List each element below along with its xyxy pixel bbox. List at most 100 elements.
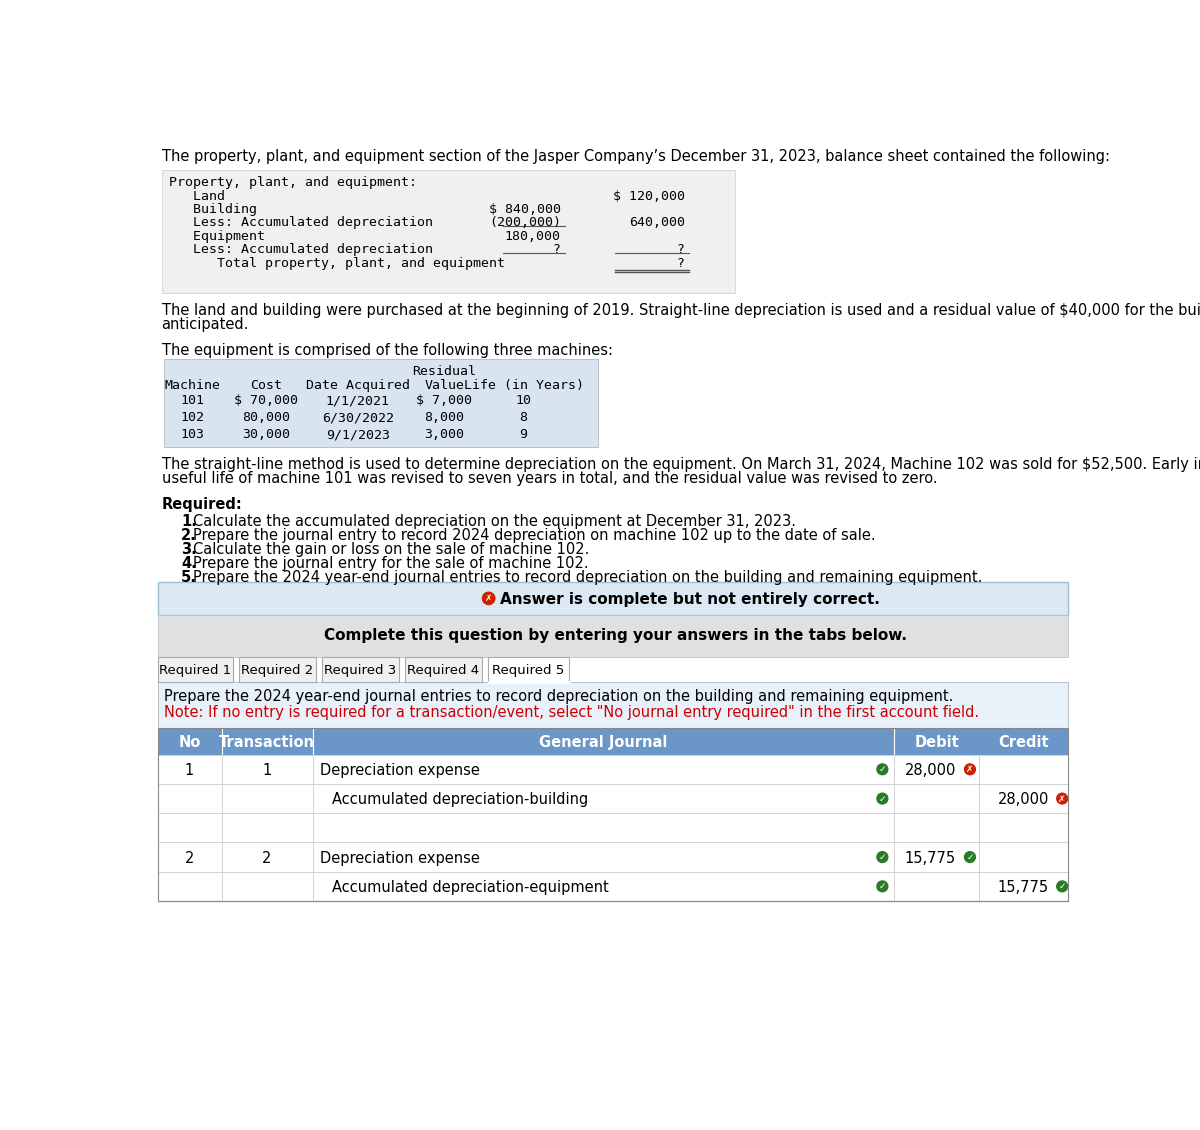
Circle shape <box>1057 793 1068 803</box>
Text: Depreciation expense: Depreciation expense <box>320 851 480 866</box>
Text: Property, plant, and equipment:: Property, plant, and equipment: <box>169 175 418 189</box>
Text: Required 4: Required 4 <box>407 663 479 677</box>
Text: ✗: ✗ <box>485 594 492 603</box>
Text: Accumulated depreciation-building: Accumulated depreciation-building <box>332 792 588 808</box>
Text: ✓: ✓ <box>878 765 886 774</box>
Text: 9: 9 <box>520 428 528 441</box>
Text: Required:: Required: <box>162 497 242 513</box>
Text: 101: 101 <box>181 394 205 407</box>
Text: ✗: ✗ <box>1058 794 1066 803</box>
Circle shape <box>482 592 494 605</box>
Circle shape <box>1057 881 1068 892</box>
Text: Date Acquired: Date Acquired <box>306 379 409 392</box>
FancyBboxPatch shape <box>157 814 1068 843</box>
Text: 5.: 5. <box>181 570 197 585</box>
Text: 1.: 1. <box>181 514 197 530</box>
Text: Answer is complete but not entirely correct.: Answer is complete but not entirely corr… <box>500 592 880 607</box>
Text: The straight-line method is used to determine depreciation on the equipment. On : The straight-line method is used to dete… <box>162 458 1200 472</box>
Text: 3.: 3. <box>181 542 197 557</box>
Text: ?: ? <box>553 243 560 255</box>
Text: 3,000: 3,000 <box>425 428 464 441</box>
Text: ✓: ✓ <box>878 883 886 892</box>
Text: 1: 1 <box>185 763 194 779</box>
Text: 1: 1 <box>263 763 271 779</box>
Text: Required 5: Required 5 <box>492 663 564 677</box>
Circle shape <box>965 852 976 862</box>
FancyBboxPatch shape <box>157 755 1068 784</box>
Text: 4.: 4. <box>181 556 197 571</box>
Text: useful life of machine 101 was revised to seven years in total, and the residual: useful life of machine 101 was revised t… <box>162 471 937 486</box>
Text: 30,000: 30,000 <box>242 428 290 441</box>
Text: Building: Building <box>169 203 257 216</box>
Circle shape <box>877 852 888 862</box>
Text: ?: ? <box>677 258 685 270</box>
FancyBboxPatch shape <box>322 657 398 681</box>
Text: $ 70,000: $ 70,000 <box>234 394 299 407</box>
Text: Calculate the gain or loss on the sale of machine 102.: Calculate the gain or loss on the sale o… <box>193 542 589 557</box>
Text: 2: 2 <box>185 851 194 866</box>
Text: Life (in Years): Life (in Years) <box>463 379 583 392</box>
FancyBboxPatch shape <box>164 359 598 447</box>
Text: Calculate the accumulated depreciation on the equipment at December 31, 2023.: Calculate the accumulated depreciation o… <box>193 514 797 530</box>
Text: 1/1/2021: 1/1/2021 <box>325 394 390 407</box>
FancyBboxPatch shape <box>488 657 569 681</box>
Text: No: No <box>179 734 200 749</box>
FancyBboxPatch shape <box>404 657 481 681</box>
Text: (200,000): (200,000) <box>488 217 560 229</box>
Text: 15,775: 15,775 <box>998 880 1049 895</box>
Text: $ 840,000: $ 840,000 <box>488 203 560 216</box>
Text: Cost: Cost <box>251 379 282 392</box>
FancyBboxPatch shape <box>157 582 1068 615</box>
Text: ?: ? <box>677 243 685 255</box>
FancyBboxPatch shape <box>157 843 1068 871</box>
Text: ✓: ✓ <box>966 853 973 862</box>
Text: Prepare the journal entry for the sale of machine 102.: Prepare the journal entry for the sale o… <box>193 556 589 571</box>
Text: The equipment is comprised of the following three machines:: The equipment is comprised of the follow… <box>162 344 613 358</box>
FancyBboxPatch shape <box>157 728 1068 755</box>
Text: 180,000: 180,000 <box>505 229 560 243</box>
Text: Prepare the 2024 year-end journal entries to record depreciation on the building: Prepare the 2024 year-end journal entrie… <box>193 570 983 585</box>
Text: The property, plant, and equipment section of the Jasper Company’s December 31, : The property, plant, and equipment secti… <box>162 149 1110 165</box>
Text: anticipated.: anticipated. <box>162 318 250 332</box>
Text: General Journal: General Journal <box>539 734 667 749</box>
Text: Less: Accumulated depreciation: Less: Accumulated depreciation <box>169 217 433 229</box>
Text: Less: Accumulated depreciation: Less: Accumulated depreciation <box>169 243 433 255</box>
Text: Land: Land <box>169 190 226 202</box>
Text: $ 7,000: $ 7,000 <box>416 394 473 407</box>
Text: Credit: Credit <box>998 734 1049 749</box>
Text: Residual: Residual <box>413 365 476 379</box>
Text: $ 120,000: $ 120,000 <box>613 190 685 202</box>
Text: Required 1: Required 1 <box>158 663 232 677</box>
Text: 15,775: 15,775 <box>905 851 956 866</box>
Text: 102: 102 <box>181 411 205 424</box>
Text: 2.: 2. <box>181 529 197 544</box>
Text: ✓: ✓ <box>1058 883 1066 892</box>
Text: Note: If no entry is required for a transaction/event, select "No journal entry : Note: If no entry is required for a tran… <box>164 705 979 720</box>
Text: The land and building were purchased at the beginning of 2019. Straight-line dep: The land and building were purchased at … <box>162 304 1200 319</box>
Text: Value: Value <box>425 379 464 392</box>
Circle shape <box>877 764 888 775</box>
Text: 6/30/2022: 6/30/2022 <box>322 411 394 424</box>
FancyBboxPatch shape <box>157 681 1068 728</box>
Text: Equipment: Equipment <box>169 229 265 243</box>
Circle shape <box>965 764 976 775</box>
Text: 28,000: 28,000 <box>905 763 956 779</box>
Text: ✓: ✓ <box>878 853 886 862</box>
Text: Transaction: Transaction <box>220 734 316 749</box>
Text: Prepare the journal entry to record 2024 depreciation on machine 102 up to the d: Prepare the journal entry to record 2024… <box>193 529 876 544</box>
Text: 2: 2 <box>263 851 271 866</box>
FancyBboxPatch shape <box>157 871 1068 901</box>
FancyBboxPatch shape <box>157 615 1068 657</box>
Text: Required 2: Required 2 <box>241 663 313 677</box>
Text: 8: 8 <box>520 411 528 424</box>
Text: ✗: ✗ <box>966 765 973 774</box>
Text: Total property, plant, and equipment: Total property, plant, and equipment <box>169 258 505 270</box>
Text: Prepare the 2024 year-end journal entries to record depreciation on the building: Prepare the 2024 year-end journal entrie… <box>164 689 953 704</box>
Text: Machine: Machine <box>164 379 221 392</box>
Text: 28,000: 28,000 <box>997 792 1049 808</box>
FancyBboxPatch shape <box>239 657 316 681</box>
Text: Complete this question by entering your answers in the tabs below.: Complete this question by entering your … <box>324 627 906 643</box>
Text: 103: 103 <box>181 428 205 441</box>
Text: ✓: ✓ <box>878 794 886 803</box>
Circle shape <box>877 881 888 892</box>
